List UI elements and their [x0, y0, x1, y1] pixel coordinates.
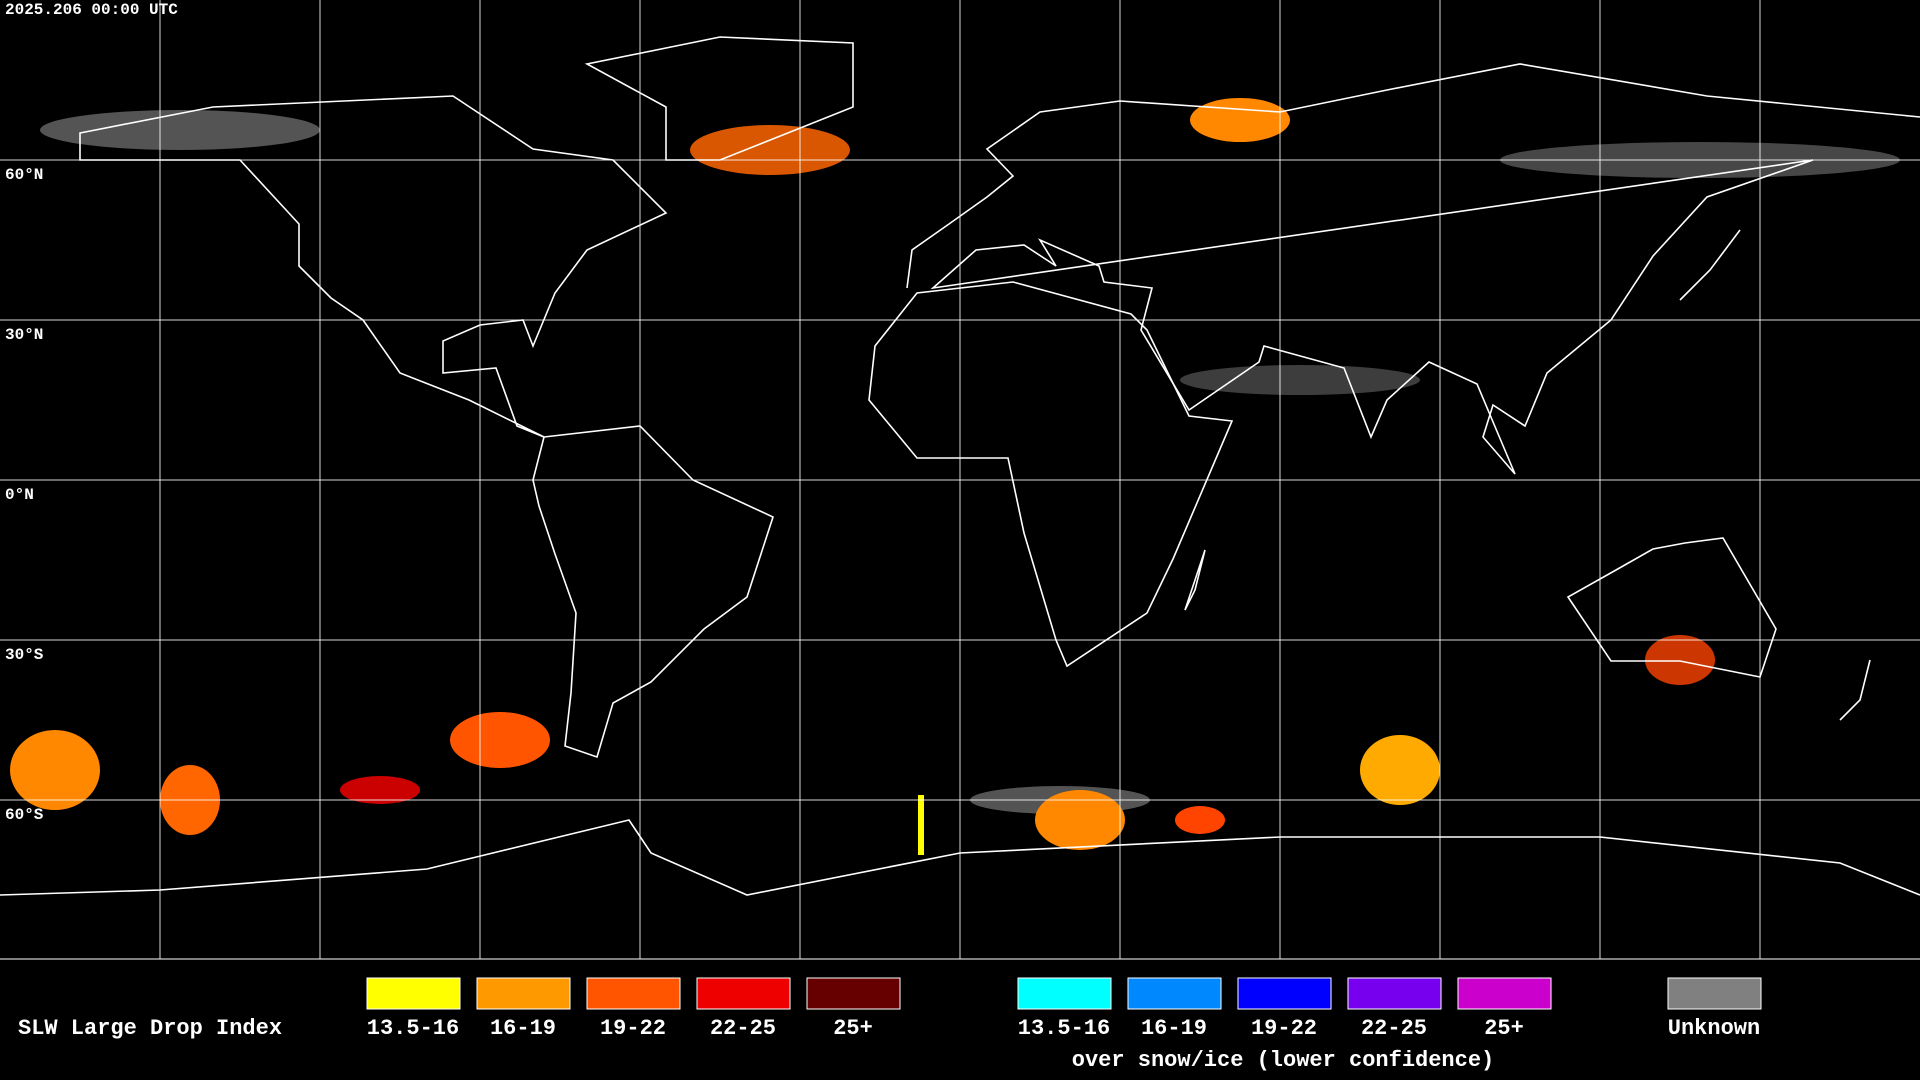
drop-cloud	[1360, 735, 1440, 805]
drop-cloud	[1645, 635, 1715, 685]
lat-label: 60°N	[5, 166, 43, 184]
legend-label: Unknown	[1668, 1016, 1760, 1041]
legend-swatch	[366, 977, 461, 1010]
africa	[868, 281, 1234, 668]
drop-cloud	[918, 795, 924, 855]
legend-swatch	[1237, 977, 1332, 1010]
legend-title: SLW Large Drop Index	[18, 1016, 282, 1041]
drop-cloud	[1190, 98, 1290, 142]
graticule	[0, 0, 1920, 959]
unknown-cloud	[1180, 365, 1420, 395]
north-america	[79, 95, 668, 438]
legend-swatch	[1347, 977, 1442, 1010]
drop-cloud	[1035, 790, 1125, 850]
coastlines	[0, 36, 1920, 896]
drop-cloud	[10, 730, 100, 810]
legend-swatch	[1017, 977, 1112, 1010]
legend-label: 19-22	[1251, 1016, 1317, 1041]
legend-note: over snow/ice (lower confidence)	[1072, 1048, 1494, 1073]
legend-swatch	[586, 977, 681, 1010]
drop-cloud	[450, 712, 550, 768]
drop-cloud	[1175, 806, 1225, 834]
lat-label: 0°N	[5, 486, 34, 504]
eurasia	[906, 63, 1920, 475]
lat-label: 30°S	[5, 646, 44, 664]
legend-swatch	[476, 977, 571, 1010]
south-america	[532, 425, 774, 759]
timestamp: 2025.206 00:00 UTC	[5, 1, 178, 19]
legend-swatch	[696, 977, 791, 1010]
drop-cloud	[690, 125, 850, 175]
legend-label: 19-22	[600, 1016, 666, 1041]
drop-cloud	[340, 776, 420, 804]
legend-label: 25+	[833, 1016, 873, 1041]
legend-label: 16-19	[1141, 1016, 1207, 1041]
legend-label: 22-25	[710, 1016, 776, 1041]
legend-label: 16-19	[490, 1016, 556, 1041]
map-area	[0, 0, 1920, 959]
legend-label: 25+	[1484, 1016, 1524, 1041]
legend-swatch	[1457, 977, 1552, 1010]
new-zealand	[1839, 659, 1871, 721]
unknown-cloud	[40, 110, 320, 150]
legend-label: 22-25	[1361, 1016, 1427, 1041]
legend-label: 13.5-16	[1018, 1016, 1110, 1041]
legend-swatch	[1667, 977, 1762, 1010]
japan	[1679, 229, 1741, 301]
madagascar	[1184, 549, 1206, 611]
greenland	[584, 36, 854, 161]
legend-label: 13.5-16	[367, 1016, 459, 1041]
lat-label: 60°S	[5, 806, 44, 824]
lat-label: 30°N	[5, 326, 43, 344]
legend-swatch	[1127, 977, 1222, 1010]
australia	[1566, 537, 1777, 678]
lat-labels: 60°N 30°N 0°N 30°S 60°S	[5, 166, 44, 824]
legend-swatch	[806, 977, 901, 1010]
antarctica	[0, 819, 1920, 896]
legend: SLW Large Drop Index over snow/ice (lowe…	[18, 977, 1762, 1073]
